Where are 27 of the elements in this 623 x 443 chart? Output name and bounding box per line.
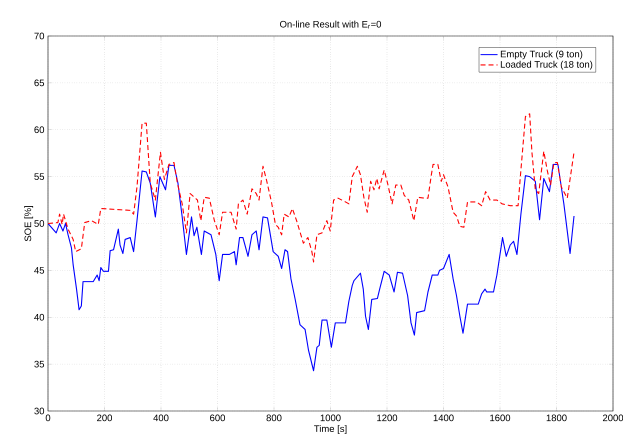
y-tick-label: 65 — [34, 80, 44, 86]
x-axis-title: Time [s] — [314, 425, 346, 434]
y-tick-label: 40 — [34, 314, 44, 321]
y-tick-label: 70 — [34, 32, 44, 40]
x-tick-label: 800 — [266, 414, 282, 422]
legend-label: Loaded Truck (18 ton) — [500, 60, 592, 70]
y-tick-label: 30 — [34, 408, 44, 414]
x-tick-label: 0 — [46, 414, 50, 422]
x-tick-label: 1000 — [320, 414, 341, 422]
x-tick-label: 1600 — [490, 414, 510, 422]
line-series — [48, 164, 575, 372]
line-series — [48, 113, 575, 262]
y-tick-label: 55 — [34, 173, 44, 180]
x-tick-label: 600 — [210, 414, 226, 422]
y-tick-label: 35 — [34, 360, 44, 368]
chart-title: On-line Result with E$_{r}$=0 — [280, 20, 382, 28]
x-tick-label: 200 — [97, 414, 112, 422]
y-tick-label: 50 — [34, 220, 44, 227]
y-tick-label: 60 — [34, 126, 44, 134]
legend-label: Empty Truck (9 ton) — [500, 50, 582, 60]
y-tick-label: 45 — [34, 267, 44, 274]
x-tick-label: 400 — [153, 414, 169, 422]
x-tick-label: 1400 — [434, 414, 454, 422]
x-tick-label: 2000 — [602, 414, 623, 422]
x-tick-label: 1800 — [546, 414, 567, 422]
x-tick-label: 1200 — [377, 414, 398, 422]
y-axis-title: SOE [%] — [24, 206, 34, 242]
